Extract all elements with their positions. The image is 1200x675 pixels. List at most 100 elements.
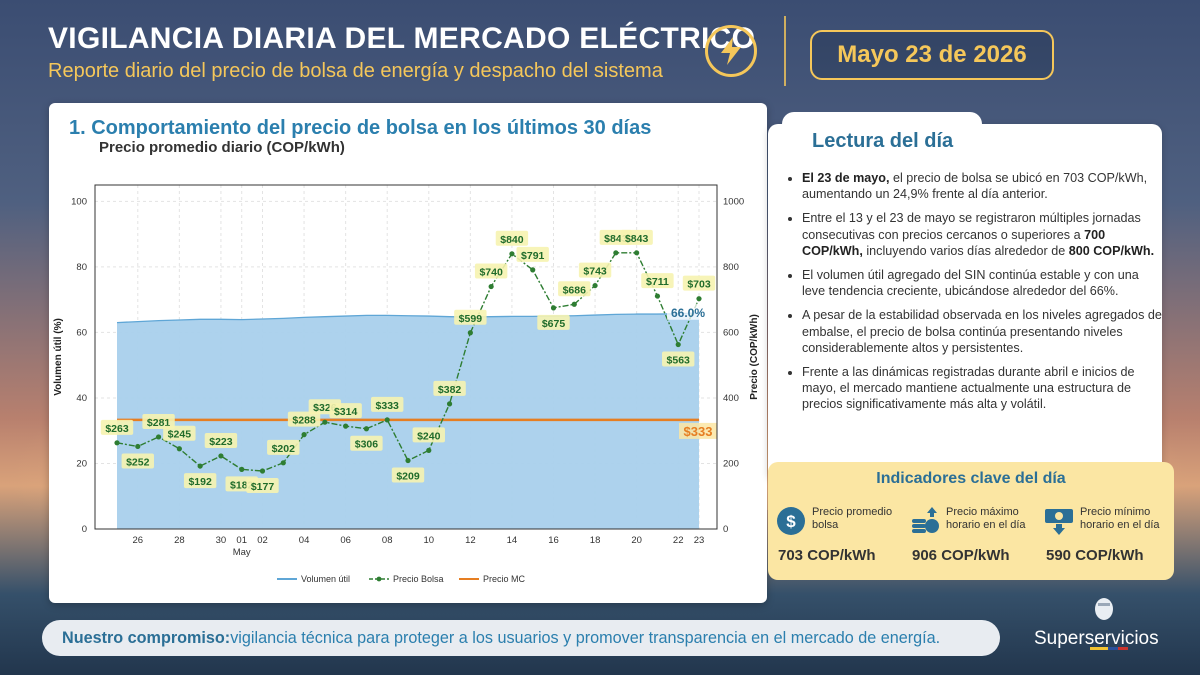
x-tick: 04 — [299, 535, 310, 546]
price-label-bg — [662, 351, 695, 367]
price-label-bg — [121, 453, 154, 469]
price-point — [176, 446, 182, 452]
header-divider — [784, 16, 786, 86]
price-label-bg — [329, 403, 362, 419]
y-left-tick: 60 — [76, 327, 87, 338]
price-label-bg — [267, 439, 300, 455]
price-label-bg — [412, 427, 445, 443]
kpi-label: Precio promedio bolsa — [812, 506, 893, 531]
y-left-tick: 0 — [82, 524, 87, 535]
x-tick: 30 — [216, 535, 227, 546]
page-subtitle: Reporte diario del precio de bolsa de en… — [48, 60, 663, 82]
price-point — [155, 434, 162, 440]
x-tick: 02 — [257, 535, 268, 546]
chart-panel: 1. Comportamiento del precio de bolsa en… — [49, 103, 767, 603]
y-right-tick: 600 — [723, 327, 739, 338]
mc-end-label: $333 — [684, 424, 713, 439]
price-point — [322, 419, 328, 425]
x-tick: 01 — [236, 535, 247, 546]
kpi-value: 590 COP/kWh — [1046, 547, 1144, 564]
legend-label: Precio MC — [483, 574, 526, 584]
y-right-tick: 0 — [723, 524, 728, 535]
x-tick: 08 — [382, 535, 393, 546]
lectura-tab — [782, 112, 982, 162]
price-label: $177 — [251, 481, 275, 493]
y-left-tick: 80 — [76, 262, 87, 273]
footer-bold: Nuestro compromiso: — [62, 628, 231, 647]
price-label-bg — [100, 419, 134, 435]
price-label-bg — [495, 230, 529, 246]
price-label-bg — [620, 229, 653, 245]
page-title: VIGILANCIA DIARIA DEL MERCADO ELÉCTRICO — [48, 22, 756, 55]
price-label-bg — [433, 380, 466, 396]
price-label: $703 — [687, 279, 711, 291]
price-label-bg — [578, 262, 612, 278]
price-label-bg — [454, 309, 487, 325]
price-point — [467, 330, 473, 336]
price-point — [696, 296, 702, 302]
price-label: $686 — [563, 284, 587, 296]
kpi-min-price: Precio mínimo horario en el día 590 COP/… — [1040, 502, 1170, 574]
price-label-bg — [537, 314, 570, 330]
y-left-tick: 40 — [76, 393, 87, 404]
bullet-2: Entre el 13 y el 23 de mayo se registrar… — [802, 210, 1164, 259]
price-point — [446, 401, 453, 407]
y-right-tick: 400 — [723, 393, 739, 404]
volume-line — [116, 312, 700, 324]
price-label: $333 — [376, 400, 400, 412]
coins-up-icon — [912, 507, 939, 533]
price-label: $599 — [459, 313, 483, 325]
price-point — [488, 283, 494, 290]
y-left-tick: 100 — [71, 196, 87, 207]
lectura-title: Lectura del día — [812, 130, 954, 152]
price-label-bg — [641, 273, 674, 289]
price-point — [571, 301, 577, 307]
price-label-bg — [558, 281, 591, 297]
lectura-panel — [768, 124, 1162, 480]
bullet-5: Frente a las dinámicas registradas duran… — [802, 364, 1164, 413]
price-point — [135, 443, 141, 450]
price-label-bg — [204, 432, 238, 448]
price-label: $288 — [292, 415, 316, 427]
y-right-tick: 1000 — [723, 196, 744, 207]
price-label-bg — [516, 246, 549, 262]
footer-text: vigilancia técnica para proteger a los u… — [230, 628, 941, 647]
price-point — [114, 440, 120, 446]
price-label: $314 — [334, 406, 358, 418]
price-label: $306 — [355, 439, 379, 451]
price-point — [654, 293, 661, 299]
price-label-bg — [142, 413, 175, 429]
kpi-title: Indicadores clave del día — [876, 470, 1066, 487]
price-label: $202 — [272, 443, 296, 455]
price-point — [634, 250, 640, 256]
x-tick: 14 — [507, 535, 518, 546]
price-point — [675, 341, 681, 348]
price-point — [530, 267, 536, 273]
price-label: $223 — [209, 436, 233, 448]
price-point — [405, 457, 411, 464]
bullet-4: A pesar de la estabilidad observada en l… — [802, 307, 1164, 356]
chart-title: 1. Comportamiento del precio de bolsa en… — [69, 117, 652, 139]
price-point — [301, 432, 307, 438]
price-point — [363, 426, 370, 432]
lectura-bullets: El 23 de mayo, el precio de bolsa se ubi… — [788, 170, 1164, 421]
price-label-bg — [391, 467, 425, 483]
kpi-value: 703 COP/kWh — [778, 547, 876, 564]
mc-end-label-bg — [679, 422, 717, 439]
kpi-avg-price: $ Precio promedio bolsa 703 COP/kWh — [772, 502, 902, 574]
x-tick: 23 — [694, 535, 705, 546]
price-point — [613, 250, 619, 256]
price-point — [384, 417, 390, 423]
price-label: $263 — [105, 423, 129, 435]
superservicios-logo — [1090, 598, 1128, 650]
price-label-bg — [371, 396, 404, 412]
y-left-label: Volumen útil (%) — [53, 318, 64, 396]
price-point — [550, 305, 557, 311]
price-label: $192 — [188, 476, 212, 488]
price-label-bg — [246, 478, 279, 494]
price-label: $240 — [417, 430, 441, 442]
price-label: $675 — [542, 318, 566, 330]
x-tick: 12 — [465, 535, 476, 546]
price-volume-chart: $263$252$281$245$192$223$182$177$202$288… — [53, 184, 760, 584]
x-tick: 22 — [673, 535, 684, 546]
